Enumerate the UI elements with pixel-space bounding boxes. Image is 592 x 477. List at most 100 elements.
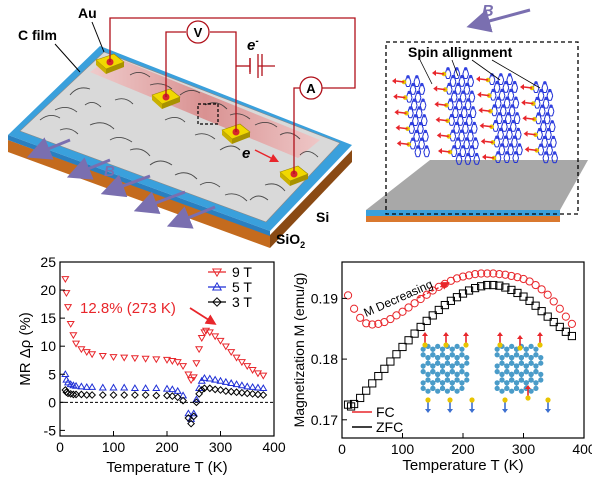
sheet-atom: [539, 143, 543, 147]
sheet-bond: [448, 73, 452, 79]
sheet-bond: [540, 130, 543, 135]
mag-y-tick-label: 0.17: [311, 412, 338, 428]
sheet-bond: [538, 98, 541, 104]
sheet-bond: [458, 77, 461, 82]
sheet-atom: [502, 119, 507, 124]
sheet-bond: [547, 106, 551, 112]
sheet-bond: [453, 131, 457, 137]
mag-point-fc: [416, 294, 425, 304]
sheet-bond: [471, 131, 474, 137]
sheet-edge-atom: [489, 124, 494, 130]
mr-point-3t: [200, 384, 209, 393]
sheet-atom: [491, 88, 495, 93]
mr-peak-arrow: [189, 307, 217, 325]
sheet-bond: [550, 142, 553, 148]
mr-legend-marker: [211, 281, 223, 291]
sheet-bond: [551, 158, 554, 163]
sheet-bond: [425, 116, 428, 122]
sheet-bond: [467, 136, 470, 142]
flake-atom: [523, 380, 529, 386]
sheet-bond: [508, 98, 511, 104]
sheet-bond: [464, 97, 467, 103]
sheet-bond: [540, 134, 543, 140]
flake-atom: [499, 388, 505, 394]
sheet-bond: [462, 77, 466, 82]
sheet-bond: [547, 111, 551, 117]
mr-y-axis-label: MR Δρ (%): [17, 312, 34, 386]
sheet-bond: [550, 137, 553, 143]
spin-substrate-blue: [366, 210, 560, 216]
sheet-bond: [463, 89, 466, 95]
sheet-bond: [546, 103, 550, 109]
sheet-bond: [459, 92, 463, 98]
edge-atom: [502, 397, 508, 403]
mag-point-fc: [489, 269, 498, 278]
sheet-bond: [507, 95, 510, 101]
flake-atom: [420, 352, 426, 358]
sheet-bond: [502, 145, 506, 151]
sheet-atom: [497, 112, 502, 116]
spin-vector: [439, 119, 448, 122]
flake-atom: [538, 371, 544, 377]
sheet-bond: [497, 83, 501, 88]
mr-point-3t: [189, 412, 198, 421]
mag-point-fc: [398, 307, 407, 316]
sheet-atom: [501, 104, 505, 108]
mag-point-fc: [495, 270, 504, 279]
sheet-edge-atom: [445, 118, 450, 124]
mr-x-tick-label: 200: [155, 439, 179, 455]
mag-point-zfc: [525, 296, 534, 305]
sheet-bond: [412, 124, 415, 129]
mag-x-axis-label: Temperature T (K): [402, 457, 523, 474]
sheet-bond: [468, 147, 471, 153]
sheet-atom: [461, 145, 465, 149]
sheet-atom: [448, 98, 453, 102]
flake-atom: [504, 346, 510, 352]
mag-point-fc: [386, 314, 395, 324]
sheet-bond: [455, 155, 459, 160]
mr-point-3t: [66, 389, 75, 398]
mr-point-3t: [232, 388, 241, 397]
sheet-bond: [504, 114, 508, 120]
flake-atom: [435, 343, 441, 349]
mag-point-fc: [350, 304, 359, 313]
mag-point-fc: [458, 272, 468, 281]
sheet-atom: [500, 88, 504, 93]
mag-point-zfc: [398, 342, 407, 352]
mag-point-zfc: [477, 282, 486, 291]
sheet-bond: [452, 112, 455, 118]
flake-atom: [435, 360, 441, 366]
flake-atom: [425, 360, 431, 366]
sheet-atom: [417, 106, 421, 110]
mag-point-zfc: [501, 283, 510, 292]
sheet-bond: [455, 105, 459, 110]
sheet-bond: [545, 134, 548, 140]
sheet-bond: [456, 112, 459, 118]
sheet-bond: [516, 145, 519, 151]
mr-point-5t: [216, 376, 225, 384]
sheet-bond: [499, 111, 503, 116]
sheet-bond: [538, 106, 542, 112]
sheet-bond: [498, 150, 501, 155]
mag-point-zfc: [343, 400, 353, 409]
mr-point-9t: [88, 351, 97, 359]
sheet-atom: [549, 104, 553, 108]
mr-legend: 9 T5 T3 T: [208, 264, 252, 310]
sheet-bond: [513, 106, 516, 112]
sheet-bond: [451, 100, 454, 106]
sheet-bond: [506, 137, 509, 143]
flake-atom: [509, 360, 515, 366]
sheet-atom: [552, 151, 557, 155]
sheet-bond: [514, 122, 517, 127]
mr-point-9t: [248, 367, 257, 374]
mr-point-5t: [189, 409, 198, 417]
sheet-bond: [520, 145, 523, 151]
sheet-bond: [474, 112, 477, 118]
spin-field-label: B: [482, 3, 494, 20]
sheet-bond: [423, 152, 426, 157]
mag-point-zfc: [507, 285, 516, 295]
sheet-atom: [418, 121, 423, 126]
mr-point-9t: [192, 360, 201, 368]
mag-point-zfc: [404, 336, 413, 345]
sheet-bond: [467, 131, 470, 137]
